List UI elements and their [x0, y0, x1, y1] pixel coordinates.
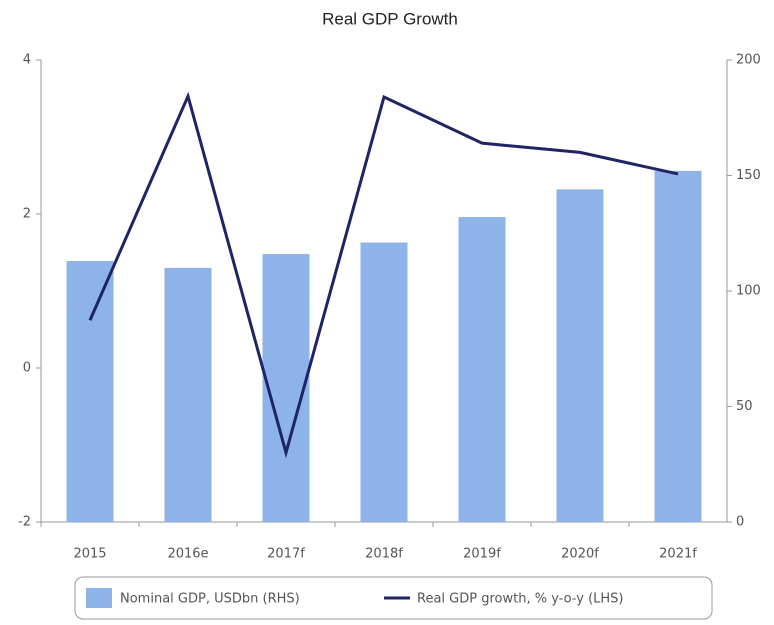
legend-label: Real GDP growth, % y-o-y (LHS) — [417, 592, 624, 607]
y2-tick-label: 100 — [736, 284, 761, 299]
y2-tick-label: 150 — [736, 168, 761, 183]
bar — [458, 217, 506, 522]
y2-tick-label: 50 — [736, 399, 753, 414]
bar — [556, 189, 604, 523]
legend-swatch — [86, 588, 112, 608]
x-tick-label: 2016e — [167, 547, 208, 562]
x-tick-label: 2021f — [659, 547, 697, 562]
y-tick-label: 0 — [23, 361, 31, 376]
x-tick-label: 2020f — [561, 547, 599, 562]
bar — [360, 242, 408, 523]
bar — [654, 170, 702, 522]
y2-tick-label: 200 — [736, 53, 761, 68]
y-tick-label: 4 — [23, 53, 31, 68]
bar — [262, 254, 310, 523]
x-tick-label: 2017f — [267, 547, 305, 562]
bar — [66, 260, 114, 522]
y2-tick-label: 0 — [736, 515, 744, 530]
chart-title: Real GDP Growth — [322, 9, 458, 28]
x-tick-label: 2015 — [73, 547, 106, 562]
bar — [164, 267, 212, 522]
line — [88, 91, 679, 459]
y-tick-label: 2 — [23, 207, 31, 222]
y-tick-label: -2 — [18, 515, 31, 530]
legend-label: Nominal GDP, USDbn (RHS) — [120, 592, 300, 607]
x-tick-label: 2018f — [365, 547, 403, 562]
x-tick-label: 2019f — [463, 547, 501, 562]
